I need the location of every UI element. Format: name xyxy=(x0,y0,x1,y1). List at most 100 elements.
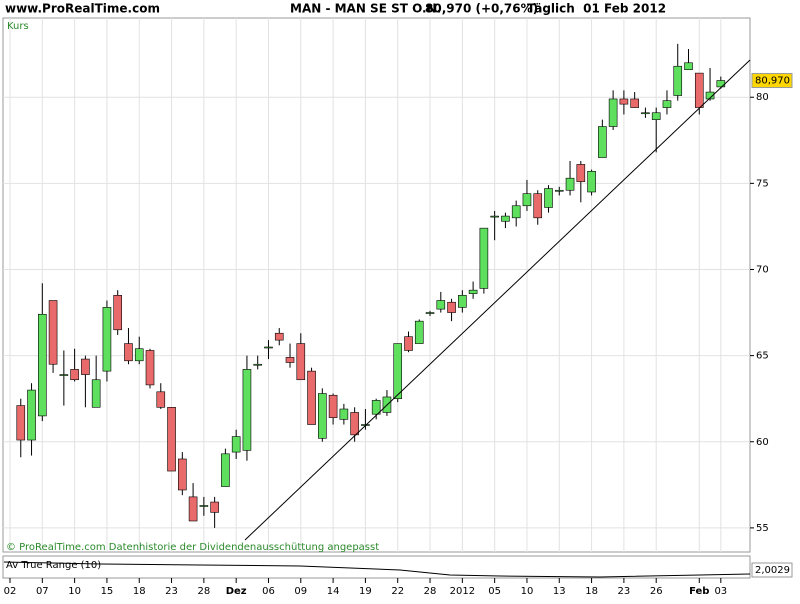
x-tick-label: 19 xyxy=(359,586,372,597)
x-tick-label: 05 xyxy=(488,586,501,597)
trend-line xyxy=(244,59,751,541)
x-tick-label: 28 xyxy=(197,586,210,597)
x-tick-label: 03 xyxy=(714,586,727,597)
candle-body xyxy=(350,412,359,436)
candle-body xyxy=(576,164,586,182)
panel-label: Kurs xyxy=(7,21,29,32)
candle-body xyxy=(587,171,596,193)
x-tick-label: 22 xyxy=(391,586,404,597)
candle-body xyxy=(436,300,446,310)
candle-body xyxy=(242,369,252,451)
indicator-value: 2,0029 xyxy=(755,565,790,576)
candle-body xyxy=(264,346,273,349)
candle-body xyxy=(554,189,564,192)
candle-body xyxy=(91,379,101,408)
candle-body xyxy=(81,358,90,375)
y-tick-label: 70 xyxy=(756,264,769,275)
candle-body xyxy=(641,112,650,115)
y-tick-label: 65 xyxy=(756,351,769,362)
candle-body xyxy=(705,91,715,100)
y-tick-label: 55 xyxy=(756,523,769,534)
candle-body xyxy=(414,320,424,344)
x-tick-label: 07 xyxy=(36,586,49,597)
atr-line xyxy=(3,561,751,578)
candle-body xyxy=(716,80,726,88)
candle-body xyxy=(339,408,349,420)
candle-body xyxy=(16,405,26,441)
x-tick-label: 15 xyxy=(101,586,114,597)
x-tick-label: 2012 xyxy=(450,586,475,597)
indicator-name: Av True Range (10) xyxy=(6,560,101,571)
last-price-label: 80,970 xyxy=(755,76,790,87)
candle-body xyxy=(393,343,403,399)
candle-body xyxy=(425,312,435,314)
candle-body xyxy=(565,177,575,191)
x-tick-label: 18 xyxy=(133,586,146,597)
y-tick-label: 75 xyxy=(756,178,769,189)
x-tick-label: 02 xyxy=(4,586,17,597)
candle-body xyxy=(38,313,47,417)
candle-body xyxy=(511,205,521,219)
grid xyxy=(3,18,750,552)
candles xyxy=(16,43,726,528)
candle-body xyxy=(458,295,467,308)
x-tick-label: 23 xyxy=(165,586,178,597)
candle-body xyxy=(318,393,327,439)
site: www.ProRealTime.com xyxy=(5,2,160,16)
candle-body xyxy=(307,370,316,425)
candle-body xyxy=(274,332,284,341)
last-price-box xyxy=(751,73,793,89)
x-tick-label: Dez xyxy=(226,586,247,597)
x-tick-label: 28 xyxy=(424,586,437,597)
candle-body xyxy=(694,72,704,108)
x-tick-label: 10 xyxy=(68,586,81,597)
x-tick-label: 23 xyxy=(618,586,631,597)
candle-body xyxy=(70,369,79,381)
title: MAN - MAN SE ST O.N. xyxy=(290,2,441,16)
candle-body xyxy=(371,400,381,415)
price-panel xyxy=(2,17,751,553)
candle-body xyxy=(156,391,166,408)
footnote: © ProRealTime.com Datenhistorie der Divi… xyxy=(6,542,379,553)
candle-body xyxy=(102,307,112,372)
candle-body xyxy=(479,227,489,289)
candle-body xyxy=(533,193,543,219)
candle-body xyxy=(145,350,155,386)
candle-body xyxy=(501,215,510,222)
period: Täglich 01 Feb 2012 xyxy=(527,2,666,16)
candle-body xyxy=(619,98,629,105)
candle-body xyxy=(210,501,219,513)
candle-body xyxy=(447,301,456,313)
candle-body xyxy=(188,496,198,522)
x-tick-label: 13 xyxy=(553,586,566,597)
candle-body xyxy=(662,100,672,108)
candle-body xyxy=(124,343,133,362)
y-tick-label: 60 xyxy=(756,437,769,448)
candle-body xyxy=(608,98,618,127)
candle-body xyxy=(167,407,176,472)
candle-body xyxy=(285,357,295,363)
candle-body xyxy=(59,374,69,376)
indicator-panel xyxy=(2,555,751,579)
candle-body xyxy=(253,363,263,366)
candle-body xyxy=(199,505,209,507)
x-tick-label: 18 xyxy=(585,586,598,597)
candle-body xyxy=(598,126,607,158)
candle-body xyxy=(684,62,693,70)
x-tick-label: 09 xyxy=(294,586,307,597)
candle-body xyxy=(522,193,532,207)
x-tick-label: 26 xyxy=(650,586,663,597)
candle-body xyxy=(27,389,36,441)
x-tick-label: Feb xyxy=(689,586,709,597)
indicator-value-box xyxy=(751,562,793,578)
x-tick-label: 06 xyxy=(262,586,275,597)
candle-body xyxy=(328,394,338,418)
candle-body xyxy=(296,343,306,381)
candle-body xyxy=(544,188,553,208)
candle-body xyxy=(231,436,241,453)
candle-body xyxy=(48,300,58,365)
candle-body xyxy=(404,336,413,351)
candle-body xyxy=(468,289,478,294)
candle-body xyxy=(490,215,499,218)
